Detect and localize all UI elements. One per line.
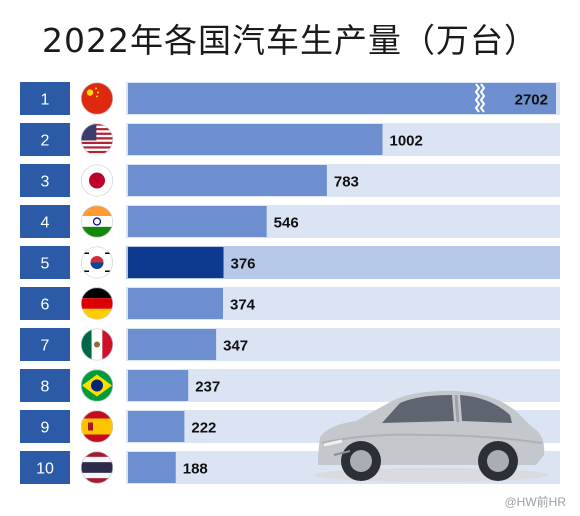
flag-icon-united-states: [81, 123, 113, 156]
flag-icon-south-korea: [81, 246, 113, 279]
value-label: 374: [230, 297, 256, 314]
rank-label: 9: [41, 420, 50, 437]
value-label: 783: [334, 174, 359, 191]
rank-label: 4: [41, 215, 50, 232]
rank-box: [20, 82, 70, 115]
rank-label: 5: [41, 256, 50, 273]
rank-box: [20, 205, 70, 238]
rank-box: [20, 410, 70, 443]
flag-icon-thailand: [81, 451, 113, 484]
bar: [128, 370, 189, 401]
flag-icon-india: [81, 205, 113, 238]
axis-break-mark: [474, 83, 481, 113]
flag-icon-japan: [81, 164, 113, 197]
bar: [128, 124, 383, 155]
bar: [128, 329, 217, 360]
bar: [128, 411, 185, 442]
rank-label: 1: [41, 92, 50, 109]
value-label: 222: [191, 420, 216, 437]
rank-box: [20, 164, 70, 197]
rank-box: [20, 287, 70, 320]
bar: [128, 288, 223, 319]
rank-label: 6: [41, 297, 50, 314]
flag-icon-spain: [81, 410, 113, 443]
value-label: 237: [195, 379, 220, 396]
rank-box: [20, 123, 70, 156]
flag-icon-germany: [81, 287, 113, 320]
value-label: 2702: [515, 92, 548, 109]
value-label: 1002: [390, 133, 423, 150]
chart-title: 2022年各国汽车生产量（万台）: [42, 21, 538, 60]
rank-label: 2: [41, 133, 50, 150]
axis-break-mark: [479, 83, 486, 113]
watermark: @HW前HR: [504, 495, 566, 509]
bar: [128, 452, 176, 483]
value-label: 347: [223, 338, 248, 355]
rank-box: [20, 369, 70, 402]
rank-box: [20, 328, 70, 361]
car-illustration: [313, 390, 549, 482]
rank-label: 10: [36, 461, 54, 478]
value-label: 546: [274, 215, 299, 232]
value-label: 188: [183, 461, 208, 478]
rank-label: 8: [41, 379, 50, 396]
rank-label: 3: [41, 174, 50, 191]
flag-icon-brazil: [81, 369, 113, 402]
rank-box: [20, 246, 70, 279]
rank-box: [20, 451, 70, 484]
bar: [128, 247, 224, 278]
bar: [128, 206, 267, 237]
rank-label: 7: [41, 338, 50, 355]
flag-icon-mexico: [81, 328, 113, 361]
value-label: 376: [231, 256, 256, 273]
bar: [128, 83, 556, 114]
flag-icon-china: [81, 82, 113, 115]
bar: [128, 165, 327, 196]
